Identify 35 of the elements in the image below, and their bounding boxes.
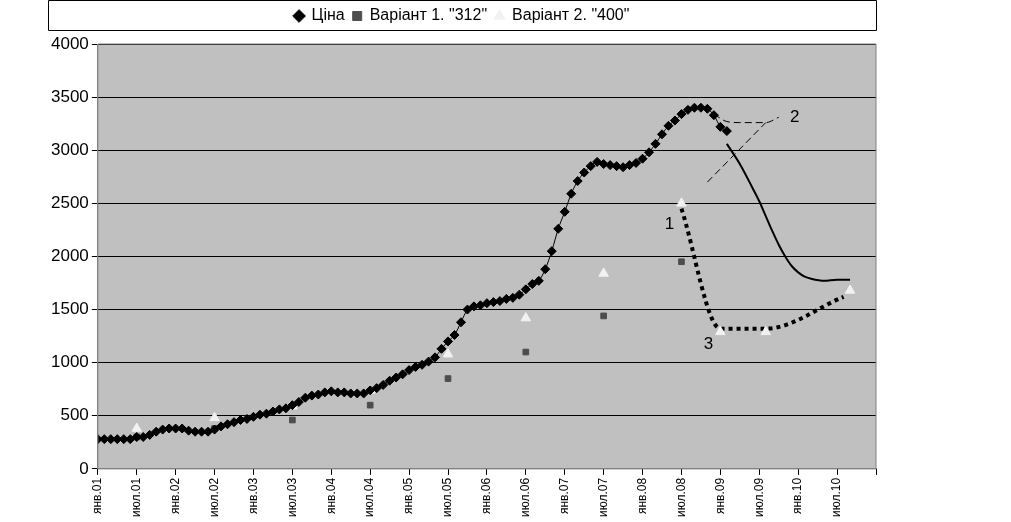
x-tick-label: янв.09 bbox=[712, 477, 727, 515]
legend-label: Варіант 2. "400" bbox=[512, 6, 630, 24]
x-tick-label: июл.09 bbox=[751, 477, 766, 517]
y-tick-label: 3500 bbox=[50, 86, 89, 106]
x-tick-label: янв.06 bbox=[479, 477, 494, 515]
y-tick-label: 500 bbox=[60, 405, 89, 425]
x-tick-label: июл.05 bbox=[440, 477, 455, 517]
x-tick-label: июл.06 bbox=[518, 477, 533, 517]
x-tick-label: янв.02 bbox=[167, 477, 182, 515]
x-tick-label: июл.04 bbox=[362, 477, 377, 517]
x-tick-label: июл.01 bbox=[129, 477, 144, 517]
x-tick-label: июл.03 bbox=[284, 477, 299, 517]
x-tick-label: июл.02 bbox=[206, 477, 221, 517]
x-tick-label: янв.07 bbox=[557, 477, 572, 515]
legend-label: Варіант 1. "312" bbox=[369, 6, 488, 24]
y-tick-label: 4000 bbox=[50, 33, 89, 53]
y-tick-label: 2000 bbox=[50, 246, 89, 266]
y-tick-label: 0 bbox=[79, 458, 89, 478]
x-tick-label: янв.08 bbox=[634, 477, 649, 515]
y-tick-label: 3000 bbox=[50, 139, 89, 159]
x-tick-label: июл.10 bbox=[829, 477, 844, 517]
x-tick-label: янв.03 bbox=[245, 477, 260, 515]
y-tick-label: 1500 bbox=[50, 299, 89, 319]
x-tick-label: янв.04 bbox=[323, 477, 338, 515]
annotation: 3 bbox=[703, 334, 714, 354]
legend-label: Ціна bbox=[311, 6, 345, 24]
annotation: 2 bbox=[789, 106, 800, 126]
x-tick-label: янв.10 bbox=[790, 477, 805, 515]
y-tick-label: 1000 bbox=[50, 352, 89, 372]
y-tick-label: 2500 bbox=[50, 193, 89, 213]
annotation: 1 bbox=[664, 214, 675, 234]
x-tick-label: янв.05 bbox=[401, 477, 416, 515]
x-tick-label: янв.01 bbox=[90, 477, 105, 515]
x-tick-label: июл.08 bbox=[673, 477, 688, 517]
x-tick-label: июл.07 bbox=[595, 477, 610, 517]
